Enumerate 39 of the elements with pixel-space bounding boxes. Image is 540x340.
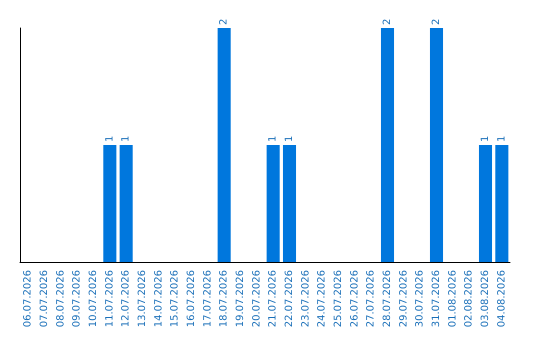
x-tick-label: 31.07.2026 (431, 270, 442, 328)
x-tick-label: 09.07.2026 (72, 270, 83, 328)
x-tick-label: 14.07.2026 (153, 270, 164, 328)
data-label: 1 (120, 136, 132, 142)
x-tick-label: 08.07.2026 (55, 270, 66, 328)
data-label: 1 (496, 136, 508, 142)
data-label: 1 (480, 136, 491, 142)
data-label: 2 (431, 18, 442, 25)
x-tick-label: 26.07.2026 (349, 270, 360, 328)
x-tick-label: 13.07.2026 (137, 270, 148, 328)
x-tick-label: 11.07.2026 (104, 270, 116, 328)
data-label: 1 (284, 136, 295, 142)
x-tick-label: 27.07.2026 (366, 270, 377, 328)
x-tick-label: 29.07.2026 (398, 270, 410, 328)
x-tick-label: 07.07.2026 (39, 270, 50, 328)
x-tick-label: 23.07.2026 (300, 270, 312, 328)
x-tick-label: 18.07.2026 (218, 270, 230, 328)
x-tick-label: 06.07.2026 (22, 270, 34, 328)
x-tick-label: 30.07.2026 (414, 270, 426, 328)
x-tick-label: 20.07.2026 (251, 270, 262, 328)
x-tick-label: 16.07.2026 (186, 270, 197, 328)
x-tick-label: 12.07.2026 (120, 270, 132, 328)
x-tick-label: 22.07.2026 (284, 270, 295, 328)
data-label: 2 (382, 18, 393, 25)
x-tick-label: 19.07.2026 (235, 270, 246, 328)
x-tick-label: 28.07.2026 (382, 270, 393, 328)
x-tick-label: 03.08.2026 (480, 270, 491, 328)
x-tick-label: 17.07.2026 (202, 270, 214, 328)
x-tick-label: 15.07.2026 (170, 270, 181, 328)
x-tick-label: 25.07.2026 (333, 270, 344, 328)
x-tick-label: 01.08.2026 (447, 270, 458, 328)
data-label: 1 (104, 136, 116, 142)
data-label: 1 (268, 136, 279, 142)
x-tick-label: 21.07.2026 (268, 270, 279, 328)
x-tick-label: 02.08.2026 (464, 270, 475, 328)
x-tick-label: 24.07.2026 (316, 270, 328, 328)
x-tick-label: 10.07.2026 (88, 270, 99, 328)
x-tick-label: 04.08.2026 (496, 270, 508, 328)
data-label: 2 (218, 18, 230, 25)
